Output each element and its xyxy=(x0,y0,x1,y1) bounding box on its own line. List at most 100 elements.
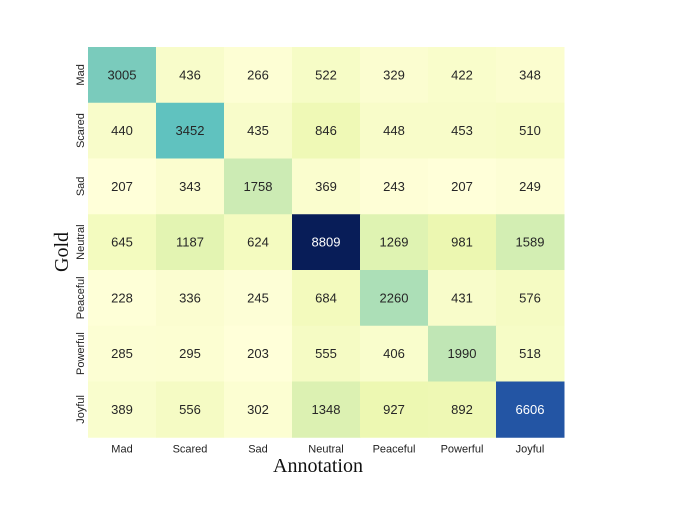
heatmap-cell-3-1 xyxy=(156,214,225,271)
cell-value-label-5-0: 285 xyxy=(111,346,133,361)
heatmap-cell-3-2 xyxy=(224,214,293,271)
cell-value-label-5-6: 518 xyxy=(519,346,541,361)
cell-value-label-0-1: 436 xyxy=(179,67,201,82)
heatmap-cell-5-2 xyxy=(224,325,293,382)
heatmap-cell-2-6 xyxy=(496,158,565,215)
cell-value-label-5-2: 203 xyxy=(247,346,269,361)
heatmap-cell-6-3 xyxy=(292,381,361,438)
heatmap-cell-1-1 xyxy=(156,102,225,159)
cell-value-label-2-6: 249 xyxy=(519,179,541,194)
cell-value-label-4-6: 576 xyxy=(519,290,541,305)
heatmap-cell-6-1 xyxy=(156,381,225,438)
cell-value-label-5-5: 1990 xyxy=(448,346,477,361)
heatmap-cell-5-1 xyxy=(156,325,225,382)
cell-value-label-3-6: 1589 xyxy=(516,235,545,250)
heatmap-cell-2-1 xyxy=(156,158,225,215)
heatmap-cell-0-6 xyxy=(496,47,565,104)
cell-value-label-4-4: 2260 xyxy=(380,290,409,305)
cell-value-label-5-3: 555 xyxy=(315,346,337,361)
cell-value-label-5-4: 406 xyxy=(383,346,405,361)
heatmap-cell-1-5 xyxy=(428,102,497,159)
cell-value-label-3-5: 981 xyxy=(451,235,473,250)
heatmap-cell-2-5 xyxy=(428,158,497,215)
heatmap-cell-2-0 xyxy=(88,158,157,215)
heatmap-cell-3-0 xyxy=(88,214,157,271)
cell-value-label-1-2: 435 xyxy=(247,123,269,138)
cell-value-label-0-3: 522 xyxy=(315,67,337,82)
heatmap-cell-6-6 xyxy=(496,381,565,438)
heatmap-cell-0-5 xyxy=(428,47,497,104)
cell-value-label-3-2: 624 xyxy=(247,235,269,250)
heatmap-cell-4-5 xyxy=(428,270,497,327)
cell-value-label-6-2: 302 xyxy=(247,402,269,417)
cell-value-label-0-4: 329 xyxy=(383,67,405,82)
y-tick-label-4: Peaceful xyxy=(75,276,87,319)
y-tick-label-1: Scared xyxy=(75,113,87,148)
x-tick-label-3: Neutral xyxy=(308,443,343,455)
heatmap-cell-0-0 xyxy=(88,47,157,104)
cell-value-label-2-0: 207 xyxy=(111,179,133,194)
heatmap-cell-0-3 xyxy=(292,47,361,104)
cell-value-label-5-1: 295 xyxy=(179,346,201,361)
heatmap-cell-1-3 xyxy=(292,102,361,159)
cell-value-label-0-5: 422 xyxy=(451,67,473,82)
heatmap-cell-2-3 xyxy=(292,158,361,215)
heatmap-cell-4-6 xyxy=(496,270,565,327)
cell-value-label-1-3: 846 xyxy=(315,123,337,138)
cell-value-label-4-1: 336 xyxy=(179,290,201,305)
x-tick-label-5: Powerful xyxy=(441,443,484,455)
cell-value-label-6-4: 927 xyxy=(383,402,405,417)
heatmap-cell-4-2 xyxy=(224,270,293,327)
x-tick-labels: Mad Scared Sad Neutral Peaceful Powerful Joyfu… xyxy=(111,443,544,455)
y-tick-label-5: Powerful xyxy=(75,332,87,375)
cell-value-label-1-5: 453 xyxy=(451,123,473,138)
cell-value-label-2-3: 369 xyxy=(315,179,337,194)
cell-value-label-3-4: 1269 xyxy=(380,235,409,250)
cell-value-label-4-5: 431 xyxy=(451,290,473,305)
cell-value-label-6-1: 556 xyxy=(179,402,201,417)
cell-value-label-3-3: 8809 xyxy=(312,235,341,250)
cell-value-label-6-6: 6606 xyxy=(516,402,545,417)
heatmap-cells: 3005 436 266 522 329 422 348 440 3452 435 846 448 45… xyxy=(88,47,565,438)
y-tick-label-3: Neutral xyxy=(75,224,87,259)
cell-value-label-0-0: 3005 xyxy=(108,67,137,82)
cell-value-label-1-1: 3452 xyxy=(176,123,205,138)
cell-value-label-2-2: 1758 xyxy=(244,179,273,194)
heatmap-cell-0-2 xyxy=(224,47,293,104)
heatmap-cell-4-4 xyxy=(360,270,429,327)
y-tick-label-0: Mad xyxy=(75,64,87,85)
heatmap-cell-2-2 xyxy=(224,158,293,215)
heatmap-cell-6-4 xyxy=(360,381,429,438)
x-tick-label-4: Peaceful xyxy=(373,443,416,455)
cell-value-label-6-0: 389 xyxy=(111,402,133,417)
cell-value-label-3-0: 645 xyxy=(111,235,133,250)
heatmap-cell-4-0 xyxy=(88,270,157,327)
heatmap-cell-6-2 xyxy=(224,381,293,438)
cell-value-label-6-3: 1348 xyxy=(312,402,341,417)
heatmap-cell-3-6 xyxy=(496,214,565,271)
heatmap-cell-3-5 xyxy=(428,214,497,271)
cell-value-label-0-6: 348 xyxy=(519,67,541,82)
x-tick-label-0: Mad xyxy=(111,443,132,455)
x-tick-label-1: Scared xyxy=(173,443,208,455)
y-axis-title: Gold xyxy=(51,232,73,272)
heatmap-cell-5-3 xyxy=(292,325,361,382)
heatmap-cell-0-1 xyxy=(156,47,225,104)
heatmap-cell-0-4 xyxy=(360,47,429,104)
x-tick-label-6: Joyful xyxy=(516,443,545,455)
y-tick-labels: Mad Scared Sad Neutral Peaceful Powerful Joyfu… xyxy=(75,64,87,424)
cell-value-label-1-0: 440 xyxy=(111,123,133,138)
x-axis-title: Annotation xyxy=(273,455,363,477)
heatmap-cell-4-3 xyxy=(292,270,361,327)
cell-value-label-4-0: 228 xyxy=(111,290,133,305)
cell-value-label-3-1: 1187 xyxy=(176,235,204,250)
heatmap-cell-6-5 xyxy=(428,381,497,438)
heatmap-cell-2-4 xyxy=(360,158,429,215)
heatmap-cell-1-4 xyxy=(360,102,429,159)
cell-value-label-1-4: 448 xyxy=(383,123,405,138)
cell-value-label-2-5: 207 xyxy=(451,179,473,194)
y-tick-label-6: Joyful xyxy=(75,395,87,424)
cell-value-label-1-6: 510 xyxy=(519,123,541,138)
heatmap-cell-5-0 xyxy=(88,325,157,382)
